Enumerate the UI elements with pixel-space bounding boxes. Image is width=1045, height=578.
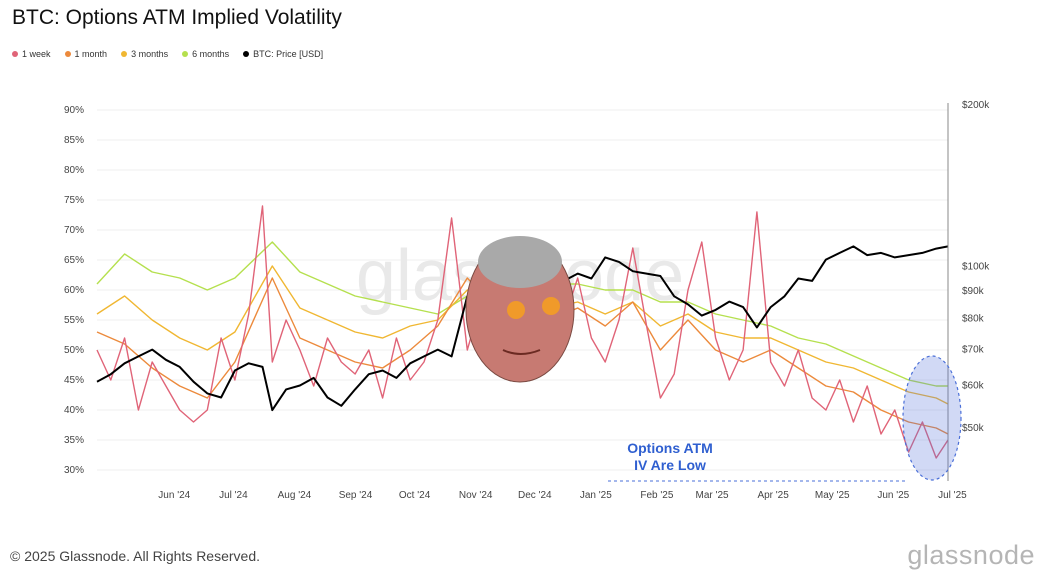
y-tick-label: 55% <box>64 315 84 326</box>
legend-item-btc-price[interactable]: BTC: Price [USD] <box>243 49 323 59</box>
legend-label: 1 week <box>22 49 51 59</box>
legend-label: BTC: Price [USD] <box>253 49 324 59</box>
y-tick-label: 70% <box>64 225 84 236</box>
y-tick-label: 90% <box>64 105 84 116</box>
y-axis-left: 30% 35% 40% 45% 50% 55% 60% 65% 70% 75% 80% 85% 90% <box>64 105 84 476</box>
legend-item-1-month[interactable]: 1 month <box>64 49 108 59</box>
y-tick-label-right: $70k <box>962 345 985 356</box>
chart-title: BTC: Options ATM Implied Volatility <box>12 6 342 29</box>
legend-item-1-week[interactable]: 1 week <box>12 49 51 59</box>
mouth-shape <box>502 349 541 355</box>
legend-dot <box>64 51 71 57</box>
y-tick-label-right: $60k <box>962 381 985 392</box>
x-tick-label: Jan '25 <box>580 490 612 501</box>
x-tick-label: Jun '24 <box>158 490 190 501</box>
y-tick-label-right: $200k <box>962 100 990 111</box>
x-tick-label: Jul '25 <box>938 490 967 501</box>
legend-dot <box>121 51 128 57</box>
y-tick-label: 35% <box>64 435 84 446</box>
y-tick-label: 80% <box>64 165 84 176</box>
legend-dot <box>12 51 18 57</box>
y-tick-label: 50% <box>64 345 84 356</box>
y-tick-label-right: $50k <box>962 423 985 434</box>
chart-legend: 1 week 1 month 3 months 6 months BTC: Pr… <box>12 49 323 59</box>
legend-item-3-months[interactable]: 3 months <box>121 49 168 59</box>
annotation-line-1: Options ATM <box>627 440 713 456</box>
x-tick-label: Feb '25 <box>640 490 673 501</box>
x-tick-label: Dec '24 <box>518 490 552 501</box>
hair-shape <box>478 236 562 288</box>
x-tick-label: Nov '24 <box>459 490 493 501</box>
bitcoin-eye-icon <box>542 297 560 315</box>
face-sticker <box>465 236 575 383</box>
legend-label: 1 month <box>74 49 108 59</box>
y-axis-right: $200k $100k $90k $80k $70k $60k $50k <box>962 100 990 434</box>
legend-item-6-months[interactable]: 6 months <box>182 49 229 59</box>
x-tick-label: Sep '24 <box>339 490 373 501</box>
y-tick-label: 75% <box>64 195 84 206</box>
x-tick-label: Mar '25 <box>696 490 729 501</box>
y-tick-label-right: $100k <box>962 262 990 273</box>
x-axis: Jun '24 Jul '24 Aug '24 Sep '24 Oct '24 Nov '… <box>158 490 967 501</box>
x-tick-label: Aug '24 <box>278 490 312 501</box>
y-tick-label: 65% <box>64 255 84 266</box>
x-tick-label: Jun '25 <box>877 490 909 501</box>
legend-dot <box>243 51 250 57</box>
y-tick-label: 85% <box>64 135 84 146</box>
x-tick-label: Jul '24 <box>219 490 248 501</box>
bitcoin-eye-icon <box>507 301 525 319</box>
y-tick-label: 60% <box>64 285 84 296</box>
x-tick-label: May '25 <box>815 490 850 501</box>
copyright-footer: © 2025 Glassnode. All Rights Reserved. <box>10 548 261 564</box>
y-tick-label: 40% <box>64 405 84 416</box>
x-tick-label: Oct '24 <box>399 490 431 501</box>
annotation-line-2: IV Are Low <box>634 457 706 473</box>
highlight-ellipse <box>902 355 962 481</box>
annotation-label: Options ATM IV Are Low <box>610 440 730 474</box>
y-tick-label: 45% <box>64 375 84 386</box>
x-tick-label: Apr '25 <box>757 490 789 501</box>
y-tick-label: 30% <box>64 465 84 476</box>
y-tick-label-right: $90k <box>962 286 985 297</box>
legend-label: 6 months <box>192 49 230 59</box>
y-tick-label-right: $80k <box>962 313 985 324</box>
legend-label: 3 months <box>131 49 169 59</box>
brand-logo: glassnode <box>907 540 1035 570</box>
legend-dot <box>182 51 189 57</box>
